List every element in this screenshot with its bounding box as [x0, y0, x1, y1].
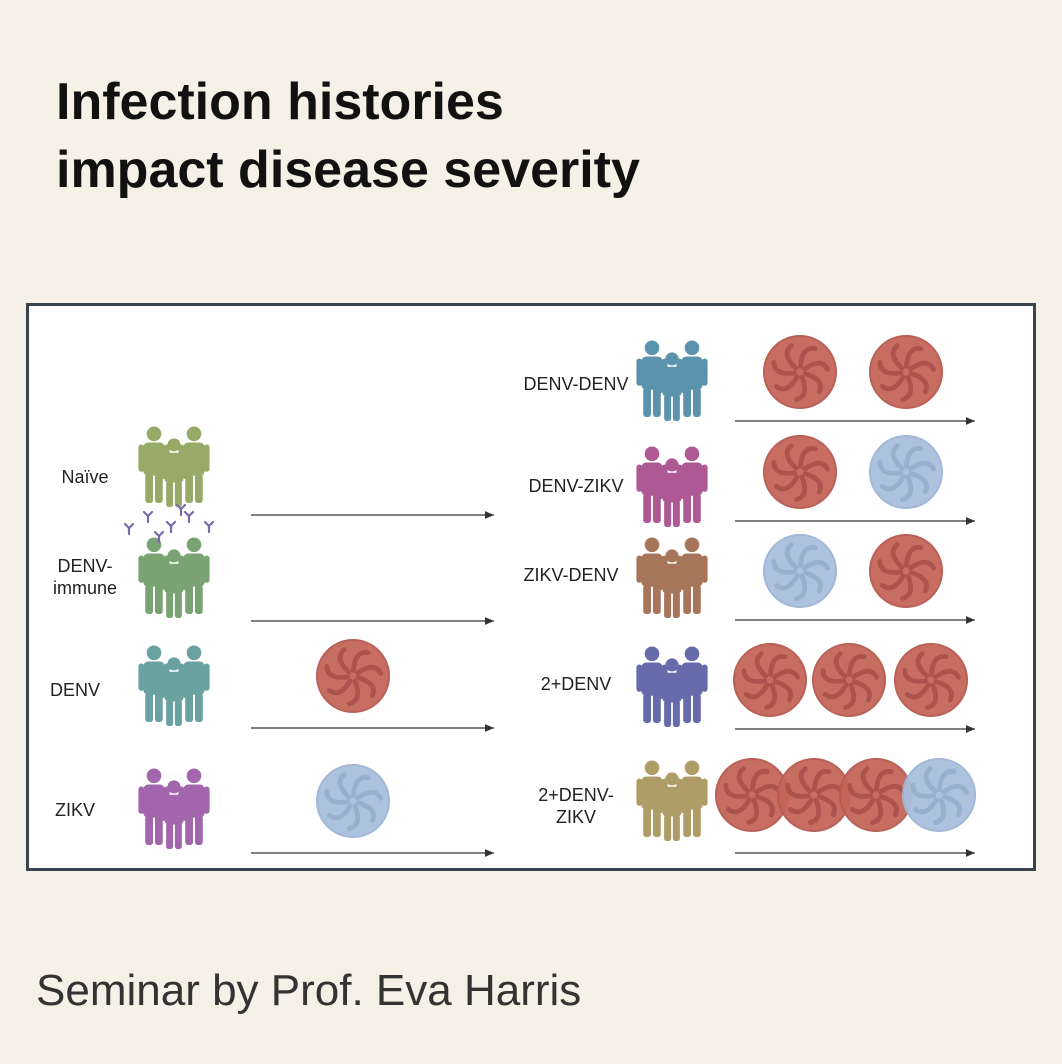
virus-zikv-2-plus-denv-zikv-3 [902, 758, 976, 832]
antibody-icon-3 [183, 510, 195, 524]
label-zikv-denv: ZIKV-DENV [523, 565, 619, 585]
virus-zikv-zikv [316, 764, 390, 838]
virus-denv-denv [316, 639, 390, 713]
virus-denv-2-plus-denv-2 [894, 643, 968, 717]
virus-denv-denv-denv-1 [869, 335, 943, 409]
people-zikv [138, 768, 210, 849]
label-denv-denv: DENV-DENV [523, 374, 629, 394]
label-denv: DENV [49, 680, 100, 700]
label-2-plus-denv: 2+DENV [540, 674, 612, 694]
title-line-2: impact disease severity [56, 141, 640, 199]
title-line-1: Infection histories [56, 73, 504, 131]
virus-denv-2-plus-denv-zikv-2 [839, 758, 913, 832]
virus-denv-2-plus-denv-zikv-1 [777, 758, 851, 832]
antibody-icon-6 [153, 530, 165, 544]
people-2-plus-denv-zikv [636, 760, 708, 841]
diagram-panel: Naïve DENV- immune DENV ZIKV DENV-DENV D… [26, 303, 1036, 871]
people-denv [138, 645, 210, 726]
antibody-icon-0 [123, 522, 135, 536]
virus-denv-2-plus-denv-zikv-0 [715, 758, 789, 832]
virus-denv-2-plus-denv-1 [812, 643, 886, 717]
virus-zikv-denv-zikv-1 [869, 435, 943, 509]
people-denv-zikv [636, 446, 708, 527]
virus-denv-zikv-denv-1 [869, 534, 943, 608]
slide-title: Infection histories impact disease sever… [56, 68, 640, 204]
antibody-icon-4 [203, 520, 215, 534]
virus-denv-denv-denv-0 [763, 335, 837, 409]
virus-denv-2-plus-denv-0 [733, 643, 807, 717]
virus-denv-denv-zikv-0 [763, 435, 837, 509]
label-zikv: ZIKV [54, 800, 95, 820]
people-denv-immune [138, 537, 210, 618]
seminar-credit: Seminar by Prof. Eva Harris [36, 966, 582, 1015]
infection-history-diagram [123, 335, 976, 857]
antibody-icon-1 [142, 510, 154, 524]
people-zikv-denv [636, 537, 708, 618]
label-2-plus-denv-zikv: 2+DENV- ZIKV [538, 785, 614, 827]
virus-zikv-zikv-denv-0 [763, 534, 837, 608]
label-denv-immune: DENV- immune [52, 556, 118, 598]
label-naive: Naïve [61, 467, 109, 487]
antibody-icon-2 [165, 520, 177, 534]
people-2-plus-denv [636, 646, 708, 727]
people-denv-denv [636, 340, 708, 421]
label-denv-zikv: DENV-ZIKV [528, 476, 624, 496]
people-naive [138, 426, 210, 507]
antibody-icon-5 [175, 503, 187, 517]
